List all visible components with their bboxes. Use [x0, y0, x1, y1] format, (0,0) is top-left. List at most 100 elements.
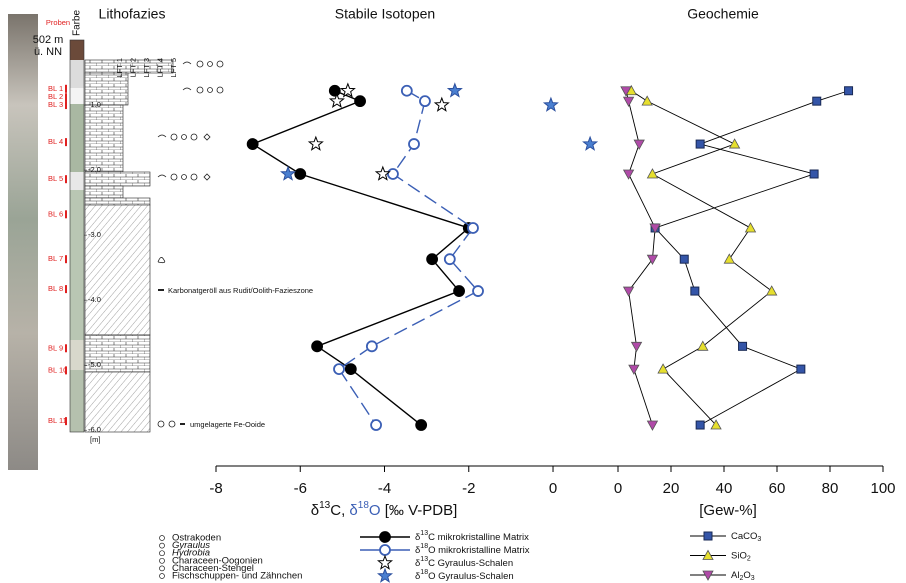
- sample-label: BL 6: [48, 209, 63, 218]
- legend-symbol: [160, 551, 165, 556]
- point: [730, 139, 740, 148]
- point: [427, 254, 437, 264]
- sample-label: BL 3: [48, 100, 63, 109]
- y-tick-label: -3.0: [88, 230, 101, 239]
- x-axis-title: [Gew-%]: [699, 502, 757, 519]
- legend-label: δ13C mikrokristalline Matrix: [415, 530, 529, 542]
- point: [295, 169, 305, 179]
- point: [642, 96, 652, 105]
- point: [409, 139, 419, 149]
- point: [680, 255, 688, 263]
- text-part: C Gyraulus-Schalen: [428, 558, 513, 569]
- litho-title: Lithofazies: [99, 6, 166, 22]
- point: [797, 365, 805, 373]
- point: [416, 420, 426, 430]
- legend-label: Al2O3: [731, 570, 755, 583]
- text-part: Al: [731, 570, 739, 581]
- lft-label: LFT 3: [142, 58, 151, 77]
- sample-label: BL 9: [48, 343, 63, 352]
- point: [312, 341, 322, 351]
- point: [378, 556, 391, 569]
- point: [355, 96, 365, 106]
- point: [402, 86, 412, 96]
- point: [647, 421, 657, 430]
- point: [435, 98, 448, 111]
- point: [371, 420, 381, 430]
- point: [376, 167, 389, 180]
- color-column: [70, 40, 84, 432]
- point: [696, 140, 704, 148]
- x-axis-title: δ13C, δ18O [‰ V-PDB]: [311, 500, 458, 519]
- point: [583, 137, 596, 150]
- point: [445, 254, 455, 264]
- y-tick-label: -6.0: [88, 425, 101, 434]
- text-part: 18: [420, 543, 428, 550]
- core-photo: [8, 14, 38, 470]
- point: [380, 545, 390, 555]
- text-part: 2: [747, 556, 751, 563]
- legend-symbol: [160, 566, 165, 571]
- point: [454, 286, 464, 296]
- point: [624, 287, 634, 296]
- point: [388, 169, 398, 179]
- x-tick-label: 0: [614, 480, 622, 497]
- legend-symbol: [160, 574, 165, 579]
- depth-unit: [m]: [90, 435, 100, 444]
- sample-label: BL 7: [48, 254, 63, 263]
- text-part: 13: [420, 556, 428, 563]
- x-axis-title-part: 13: [319, 500, 331, 511]
- legend-label: CaCO3: [731, 531, 761, 544]
- point: [632, 342, 642, 351]
- legend-label: δ18O mikrokristalline Matrix: [415, 543, 530, 555]
- point: [698, 341, 708, 350]
- x-tick-label: 80: [822, 480, 839, 497]
- legend-symbol: [160, 558, 165, 563]
- text-part: 18: [420, 569, 428, 576]
- point: [468, 223, 478, 233]
- point: [691, 287, 699, 295]
- point: [334, 364, 344, 374]
- point: [813, 97, 821, 105]
- point: [703, 551, 713, 560]
- point: [658, 364, 668, 373]
- x-tick-label: -4: [378, 480, 391, 497]
- point: [448, 84, 461, 97]
- legend-label: Fischschuppen- und Zähnchen: [172, 571, 302, 582]
- point: [420, 96, 430, 106]
- text-part: CaCO: [731, 531, 757, 542]
- x-tick-label: -6: [294, 480, 307, 497]
- x-tick-label: 20: [663, 480, 680, 497]
- lft-label: LFT 2: [128, 58, 137, 77]
- legend-label: δ18O Gyraulus-Schalen: [415, 569, 514, 581]
- x-tick-label: 0: [549, 480, 557, 497]
- annotation: umgelagerte Fe-Ooide: [190, 420, 265, 429]
- point: [624, 97, 634, 106]
- x-tick-label: 100: [870, 480, 895, 497]
- chart-title: Geochemie: [687, 6, 759, 22]
- point: [647, 255, 657, 264]
- point: [544, 98, 557, 111]
- elevation-ref: ü. NN: [34, 46, 62, 58]
- annotation: Karbonatgeröll aus Rudit/Oolith-Fazieszo…: [168, 286, 313, 295]
- text-part: SiO: [731, 550, 747, 561]
- y-tick-label: -5.0: [88, 360, 101, 369]
- x-axis-title-part: δ: [349, 502, 357, 519]
- point: [634, 140, 644, 149]
- sample-label: BL 5: [48, 174, 63, 183]
- point: [367, 341, 377, 351]
- point: [629, 365, 639, 374]
- x-axis-title-part: O: [369, 502, 381, 519]
- text-part: O: [743, 570, 750, 581]
- legend-symbol: [160, 543, 165, 548]
- text-part: C mikrokristalline Matrix: [428, 532, 529, 543]
- point: [378, 569, 391, 582]
- fossil-symbols: [158, 61, 223, 427]
- point: [380, 532, 390, 542]
- point: [767, 286, 777, 295]
- x-axis-title-part: δ: [311, 502, 319, 519]
- legend-label: SiO2: [731, 550, 751, 563]
- text-part: O mikrokristalline Matrix: [428, 545, 530, 556]
- legend-symbol: [160, 536, 165, 541]
- point: [724, 254, 734, 263]
- lft-label: LFT 5: [169, 58, 178, 77]
